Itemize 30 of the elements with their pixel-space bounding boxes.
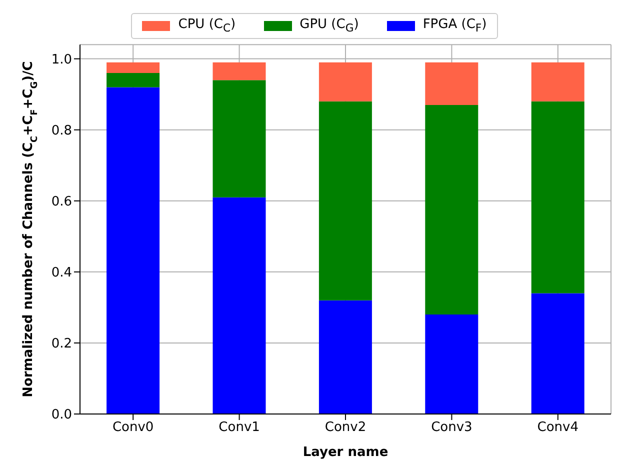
bar xyxy=(425,314,478,414)
x-tick-label: Conv0 xyxy=(112,420,154,436)
bar xyxy=(106,87,160,414)
legend-label: CPU (C$_{C}$) xyxy=(178,17,236,35)
bar xyxy=(212,80,266,198)
bar xyxy=(425,104,478,315)
x-tick-label: Conv3 xyxy=(431,420,472,436)
y-tick-label: 0.0 xyxy=(51,408,72,423)
bar xyxy=(106,62,160,74)
bar xyxy=(212,62,266,80)
y-tick-label: 0.2 xyxy=(51,336,72,352)
bar xyxy=(106,73,160,88)
bar xyxy=(531,101,584,294)
bar xyxy=(531,62,584,102)
x-tick-label: Conv2 xyxy=(324,420,366,436)
x-axis-title: Layer name xyxy=(302,445,388,460)
y-tick-label: 1.0 xyxy=(51,52,72,68)
legend-label: GPU (C$_{G}$) xyxy=(300,17,359,35)
y-tick-label: 0.8 xyxy=(51,123,72,138)
legend-label: FPGA (C$_{F}$) xyxy=(422,17,487,35)
x-tick-label: Conv1 xyxy=(218,420,260,436)
bar xyxy=(425,62,478,105)
x-tick-label: Conv4 xyxy=(537,420,579,436)
y-tick-label: 0.4 xyxy=(51,266,72,281)
y-tick-label: 0.6 xyxy=(51,194,72,210)
bar xyxy=(212,197,266,414)
bar xyxy=(531,293,584,414)
bar xyxy=(318,101,372,300)
bar xyxy=(318,62,372,102)
bar xyxy=(318,300,372,414)
